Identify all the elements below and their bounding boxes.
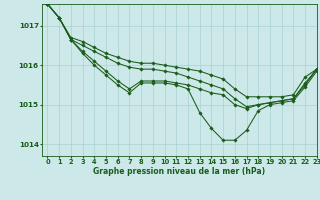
X-axis label: Graphe pression niveau de la mer (hPa): Graphe pression niveau de la mer (hPa) [93,167,265,176]
